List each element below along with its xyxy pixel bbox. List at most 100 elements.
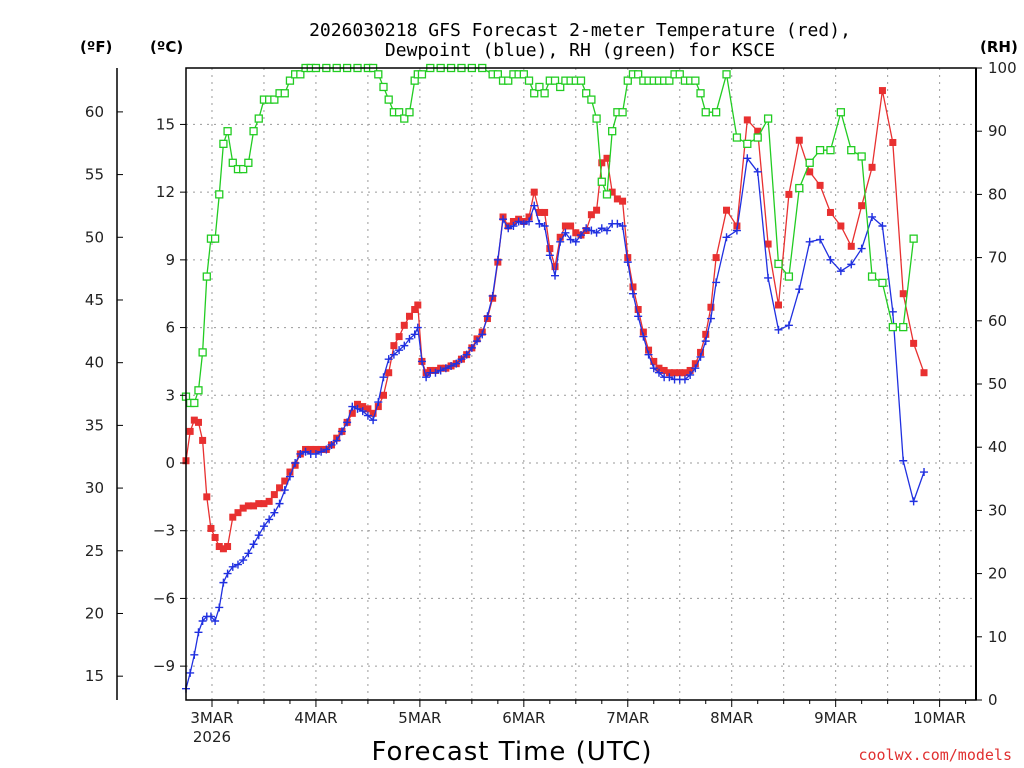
dewpoint-point (743, 154, 752, 163)
temperature-point (286, 468, 294, 476)
rh-point (909, 234, 918, 243)
dewpoint-point (431, 368, 440, 377)
fahrenheit-tick-label: 60 (85, 103, 104, 121)
dewpoint-point (285, 472, 294, 481)
series-rh (181, 63, 918, 408)
dewpoint-point (868, 212, 877, 221)
dewpoint-point (514, 217, 523, 226)
x-tick-label: 4MAR (294, 709, 337, 727)
dewpoint-point (582, 224, 591, 233)
temperature-point (837, 222, 845, 230)
temperature-point (312, 445, 320, 453)
rh-point (202, 272, 211, 281)
dewpoint-point (254, 531, 263, 540)
rh-point (795, 183, 804, 193)
rh-point (634, 70, 643, 79)
temperature-point (743, 116, 751, 124)
temperature-point (556, 233, 564, 241)
temperature-point (281, 477, 289, 485)
temperature-point (608, 188, 616, 196)
dewpoint-point (556, 237, 565, 246)
rh-point (701, 108, 710, 117)
fahrenheit-unit-label: (ºF) (80, 38, 112, 56)
series-dewpoint (182, 154, 929, 693)
rh-point (296, 70, 305, 79)
dewpoint-point (899, 456, 908, 465)
dewpoint-point (206, 612, 215, 621)
temperature-point (395, 333, 403, 341)
dewpoint-point (270, 508, 279, 517)
dewpoint-point (478, 330, 487, 339)
rh-tick-label: 70 (988, 249, 1007, 267)
dewpoint-point (571, 237, 580, 246)
dewpoint-point (211, 617, 220, 625)
temperature-point (186, 427, 194, 435)
dewpoint-point (244, 549, 253, 558)
temperature-point (530, 188, 538, 196)
rh-point (675, 70, 684, 79)
dewpoint-point (644, 350, 653, 359)
rh-point (254, 114, 263, 123)
rh-tick-label: 0 (988, 691, 998, 709)
temperature-point (681, 369, 689, 377)
temperature-point (665, 369, 673, 377)
rh-point (888, 322, 897, 332)
dewpoint-point (753, 167, 762, 176)
fahrenheit-tick-label: 55 (85, 166, 104, 184)
rh-point (774, 259, 783, 269)
temperature-point (194, 418, 202, 426)
temperature-point (359, 403, 367, 411)
dewpoint-point (722, 233, 731, 242)
fahrenheit-tick-label: 40 (85, 354, 104, 372)
dewpoint-point (194, 628, 203, 637)
x-tick-label: 8MAR (710, 709, 753, 727)
temperature-point (561, 222, 569, 230)
rh-point (836, 108, 846, 117)
dewpoint-point (296, 449, 305, 458)
fahrenheit-tick-label: 25 (85, 542, 104, 560)
fahrenheit-tick-label: 15 (85, 667, 104, 685)
temperature-point (234, 509, 242, 517)
dewpoint-point (457, 355, 466, 364)
temperature-point (723, 206, 731, 214)
rh-tick-label: 10 (988, 628, 1007, 646)
temperature-point (795, 136, 803, 144)
rh-point (270, 95, 279, 104)
temperature-point (697, 348, 705, 356)
temperature-point (265, 497, 273, 505)
dewpoint-point (597, 224, 606, 233)
rh-point (550, 76, 560, 85)
dewpoint-point (795, 285, 804, 294)
dewpoint-point (920, 468, 929, 477)
rh-tick-label: 50 (988, 375, 1007, 393)
dewpoint-point (322, 445, 331, 454)
temperature-point (229, 513, 237, 521)
temperature-point (270, 491, 278, 499)
rh-point (582, 89, 591, 98)
rh-point (280, 89, 289, 98)
temperature-point (754, 127, 762, 135)
temperature-point (422, 369, 430, 377)
temperature-point (244, 502, 252, 510)
rh-point (826, 146, 835, 155)
celsius-unit-label: (ºC) (150, 38, 183, 56)
rh-point (524, 76, 534, 85)
temperature-point (676, 369, 684, 377)
dewpoint-point (551, 271, 560, 280)
temperature-point (348, 409, 356, 417)
chart-title-line1: 2026030218 GFS Forecast 2-meter Temperat… (309, 20, 851, 41)
temperature-point (889, 138, 897, 146)
rh-point (696, 89, 705, 98)
dewpoint-point (389, 350, 398, 359)
temperature-point (541, 208, 549, 216)
temperature-point (390, 342, 398, 350)
celsius-tick-label: −3 (153, 522, 175, 540)
temperature-point (525, 213, 533, 221)
dewpoint-point (540, 222, 549, 230)
dewpoint-point (379, 373, 388, 382)
dewpoint-point (447, 361, 456, 370)
dewpoint-point (417, 357, 426, 366)
rh-point (592, 114, 601, 123)
dewpoint-point (353, 404, 362, 413)
